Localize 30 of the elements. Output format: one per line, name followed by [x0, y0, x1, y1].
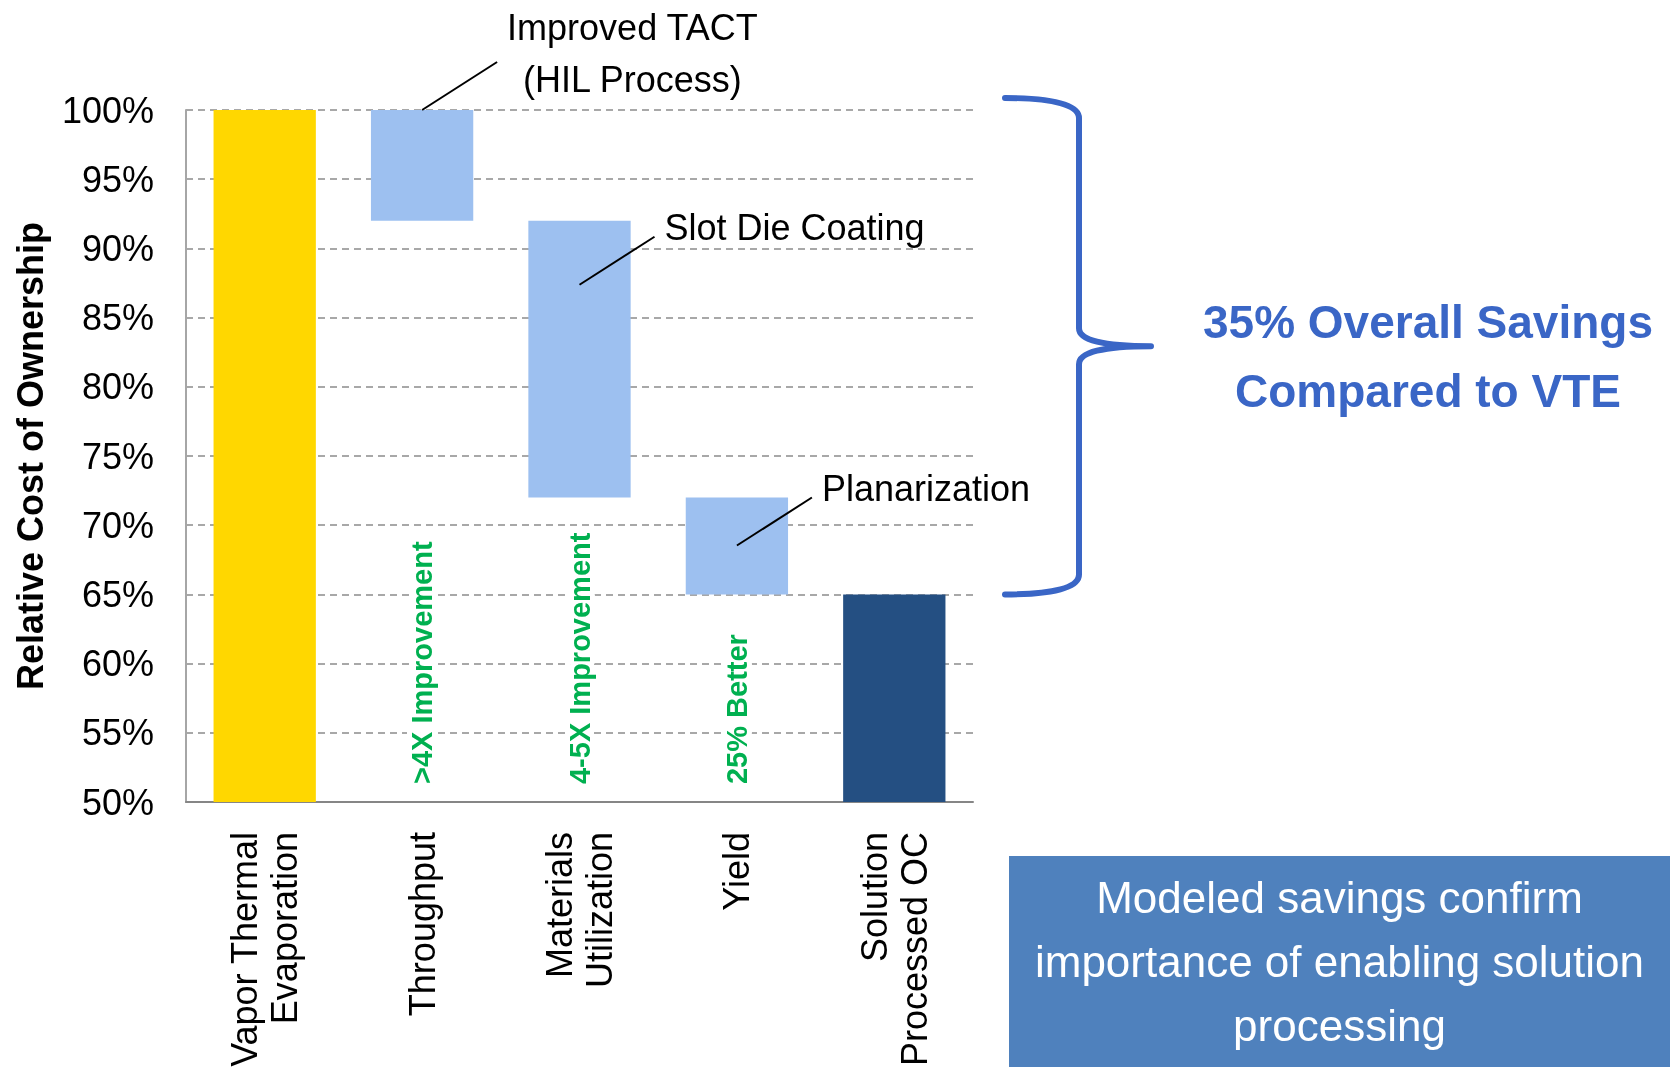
y-tick-label: 95%: [81, 158, 154, 200]
annotation: 4-5X Improvement: [563, 532, 596, 784]
y-tick-label: 100%: [61, 89, 154, 131]
annotation: >4X Improvement: [406, 541, 439, 784]
annotation: Planarization: [821, 468, 1031, 510]
y-tick-label: 50%: [81, 781, 154, 823]
x-tick-label: Yield: [716, 832, 758, 911]
bar: [213, 110, 316, 802]
y-tick-label: 60%: [81, 643, 154, 685]
y-tick-label: 75%: [81, 435, 154, 477]
x-tick-label: Throughput: [401, 832, 443, 1017]
bar: [528, 220, 631, 498]
y-tick-label: 85%: [81, 297, 154, 339]
y-tick-label: 90%: [81, 227, 154, 269]
annotation: Improved TACT (HIL Process): [507, 6, 758, 100]
annotation: Slot Die Coating: [664, 207, 925, 249]
bar: [685, 497, 789, 595]
y-tick-label: 70%: [81, 504, 154, 546]
annotation: 25% Better: [721, 634, 754, 784]
y-tick-label: 65%: [81, 573, 154, 615]
text: 35% Overall Savings Compared to VTE: [1202, 295, 1654, 417]
y-tick-label: 55%: [81, 712, 154, 754]
x-tick-label: Vapor Thermal Evaporation: [224, 832, 306, 1067]
x-tick-label: Materials Utilization: [539, 832, 620, 989]
text: Modeled savings confirm importance of enabling solution processing: [1034, 872, 1645, 1050]
x-tick-label: Solution Processed OC: [853, 832, 935, 1067]
y-axis-title: Relative Cost of Ownership: [9, 221, 51, 691]
bar: [843, 594, 946, 802]
bar: [370, 110, 474, 221]
y-tick-label: 80%: [81, 366, 154, 408]
